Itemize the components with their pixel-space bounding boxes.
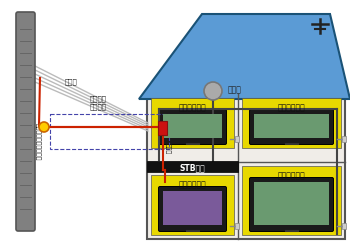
FancyBboxPatch shape xyxy=(250,178,334,232)
Text: ケーブル
テレビ線: ケーブル テレビ線 xyxy=(90,96,107,110)
FancyBboxPatch shape xyxy=(342,223,346,229)
FancyBboxPatch shape xyxy=(254,182,329,225)
Text: デジタル放送: デジタル放送 xyxy=(178,180,206,189)
FancyBboxPatch shape xyxy=(342,136,346,142)
FancyBboxPatch shape xyxy=(235,223,239,229)
Text: タップ（信号取出口）: タップ（信号取出口） xyxy=(35,123,41,160)
Text: 保安器: 保安器 xyxy=(165,142,171,154)
FancyBboxPatch shape xyxy=(242,98,341,148)
FancyBboxPatch shape xyxy=(242,166,341,235)
Circle shape xyxy=(204,83,222,100)
FancyBboxPatch shape xyxy=(159,187,226,232)
FancyBboxPatch shape xyxy=(147,161,238,172)
Circle shape xyxy=(39,122,49,132)
FancyBboxPatch shape xyxy=(250,110,334,145)
Text: 電設等: 電設等 xyxy=(65,78,78,85)
FancyBboxPatch shape xyxy=(159,110,226,145)
FancyBboxPatch shape xyxy=(163,114,222,138)
FancyBboxPatch shape xyxy=(147,94,345,239)
FancyBboxPatch shape xyxy=(163,191,222,225)
Text: アンテナ受信: アンテナ受信 xyxy=(278,103,305,112)
Text: 分配器: 分配器 xyxy=(228,85,242,94)
Text: アンテナ受信: アンテナ受信 xyxy=(178,103,206,112)
Polygon shape xyxy=(139,15,350,100)
FancyBboxPatch shape xyxy=(151,98,234,148)
FancyBboxPatch shape xyxy=(235,136,239,142)
FancyBboxPatch shape xyxy=(16,13,35,231)
FancyBboxPatch shape xyxy=(158,122,167,136)
Text: STB設置: STB設置 xyxy=(180,162,205,171)
Text: アンテナ受信: アンテナ受信 xyxy=(278,171,305,180)
FancyBboxPatch shape xyxy=(151,175,234,235)
FancyBboxPatch shape xyxy=(254,114,329,138)
